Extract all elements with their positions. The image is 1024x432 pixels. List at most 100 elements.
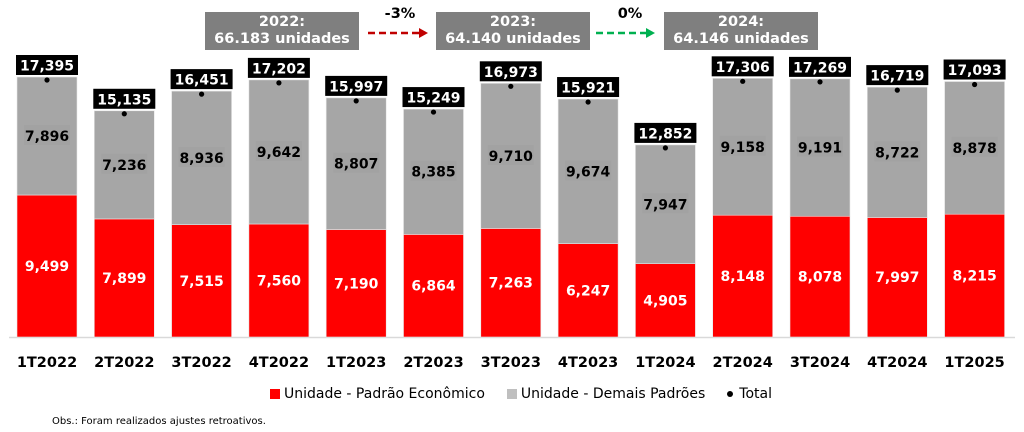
label-bg-demais (719, 135, 766, 156)
label-economico: 6,247 (566, 283, 610, 299)
total-marker (894, 87, 900, 93)
legend: Unidade - Padrão Econômico Unidade - Dem… (270, 386, 794, 402)
label-demais: 9,710 (489, 149, 534, 165)
label-bg-demais (24, 125, 70, 146)
annotation-2022-total: 66.183 unidades (214, 31, 350, 47)
x-tick-label: 1T2024 (635, 355, 695, 371)
label-demais: 8,878 (952, 141, 996, 157)
footnote: Obs.: Foram realizados ajustes retroativ… (52, 416, 266, 427)
annotation-2023-year: 2023: (489, 14, 537, 30)
label-bg-demais (101, 153, 148, 174)
label-bg-demais (642, 193, 689, 214)
annotation-2023-total: 64.140 unidades (445, 31, 581, 47)
x-tick-label: 1T2023 (326, 355, 386, 371)
arrow-2023-2024-head (646, 28, 655, 38)
legend-item-economico: Unidade - Padrão Econômico (270, 386, 485, 402)
bar-economico (866, 217, 928, 338)
label-total: 15,921 (561, 81, 615, 97)
label-economico: 8,078 (798, 270, 842, 286)
bar-economico (94, 218, 155, 338)
legend-label-economico: Unidade - Padrão Econômico (284, 386, 485, 402)
label-total: 16,719 (870, 69, 924, 85)
total-marker (740, 78, 746, 84)
label-total: 17,395 (20, 59, 74, 75)
label-bg-total (789, 56, 851, 77)
total-marker (585, 99, 591, 105)
x-tick-label: 4T2024 (867, 355, 927, 371)
label-bg-total (170, 69, 233, 90)
x-tick-label: 1T2025 (944, 355, 1004, 371)
label-demais: 8,385 (411, 165, 455, 181)
x-tick-label: 2T2023 (403, 355, 463, 371)
legend-marker-total (727, 391, 734, 397)
total-marker (662, 145, 669, 151)
label-demais: 8,936 (179, 151, 223, 167)
x-tick-label: 3T2024 (790, 355, 850, 371)
label-bg-total (711, 56, 774, 77)
label-bg-total (247, 57, 310, 78)
annotation-2024: 2024: 64.146 unidades (664, 12, 818, 50)
legend-swatch-demais (506, 389, 517, 399)
label-economico: 7,899 (102, 271, 146, 287)
label-bg-total (866, 65, 929, 86)
x-tick-label: 3T2023 (481, 355, 541, 371)
label-bg-demais (333, 152, 380, 173)
legend-swatch-economico (270, 389, 280, 399)
total-marker (199, 91, 205, 97)
total-marker (276, 80, 282, 86)
x-tick-label: 2T2024 (713, 355, 773, 371)
bar-economico (325, 229, 387, 338)
annotation-2024-total: 64.146 unidades (673, 31, 809, 47)
legend-item-demais: Unidade - Demais Padrões (506, 386, 706, 402)
bar-economico (944, 213, 1005, 338)
label-total: 15,997 (329, 79, 383, 95)
label-bg-total (325, 75, 388, 96)
x-tick-label: 3T2022 (171, 355, 231, 371)
label-demais: 7,236 (102, 158, 146, 174)
label-bg-total (943, 59, 1006, 80)
total-marker (508, 83, 514, 89)
label-bg-demais (255, 140, 302, 161)
label-total: 17,269 (793, 60, 847, 76)
annotation-2022-year: 2022: (258, 14, 306, 30)
label-bg-total (402, 87, 465, 108)
label-total: 17,306 (716, 60, 770, 76)
label-demais: 9,158 (721, 140, 765, 156)
bar-economico (789, 215, 851, 338)
label-bg-total (93, 88, 156, 109)
label-bg-demais (487, 144, 534, 165)
label-economico: 8,148 (721, 269, 765, 285)
label-bg-demais (410, 160, 457, 181)
label-total: 17,202 (252, 61, 306, 77)
label-bg-total (16, 55, 78, 75)
total-marker (430, 109, 437, 115)
bar-economico (712, 214, 774, 338)
label-demais: 8,722 (875, 145, 919, 161)
label-total: 16,451 (175, 73, 229, 89)
label-demais: 9,191 (798, 141, 842, 157)
label-demais: 8,807 (334, 157, 378, 173)
label-bg-demais (178, 146, 225, 167)
label-demais: 9,674 (566, 164, 611, 180)
label-bg-total (557, 77, 620, 98)
bar-economico (635, 263, 696, 338)
total-marker (817, 79, 823, 85)
annotation-2022: 2022: 66.183 unidades (205, 12, 359, 50)
label-demais: 9,642 (257, 145, 301, 161)
label-bg-demais (797, 136, 843, 157)
x-tick-label: 4T2022 (249, 355, 309, 371)
x-tick-label: 1T2022 (17, 355, 77, 371)
label-economico: 9,499 (25, 259, 69, 275)
legend-label-demais: Unidade - Demais Padrões (520, 386, 706, 402)
arrow-2022-2023-head (419, 28, 428, 38)
x-tick-label: 4T2023 (558, 355, 618, 371)
label-bg-demais (951, 136, 998, 157)
label-total: 12,852 (638, 126, 692, 142)
label-economico: 8,215 (952, 269, 996, 285)
bar-economico (403, 234, 464, 338)
label-total: 16,973 (484, 65, 538, 81)
bar-economico (557, 243, 619, 338)
label-total: 17,093 (948, 63, 1002, 79)
change-2023-2024: 0% (617, 6, 643, 22)
